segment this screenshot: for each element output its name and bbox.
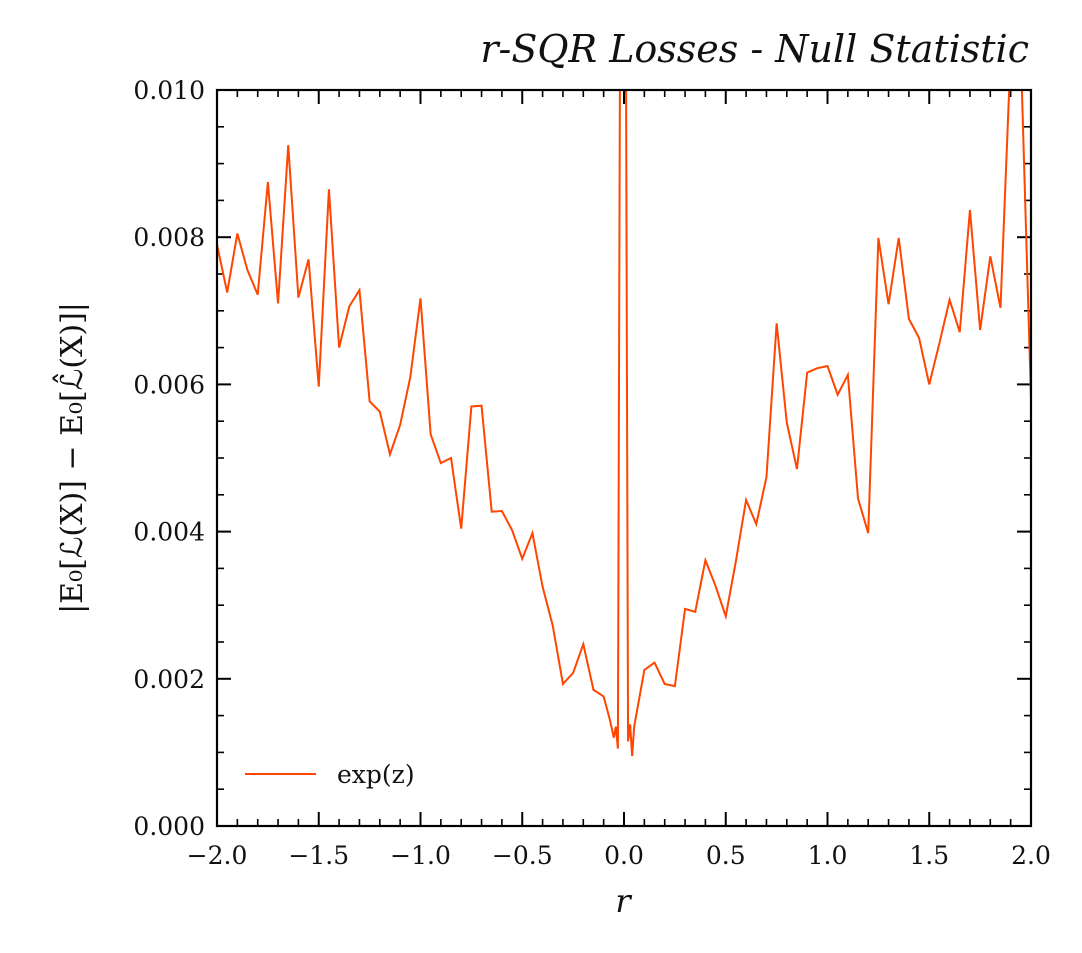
x-axis-ticks: −2.0 −1.5 −1.0 −0.5 0.0 0.5 1.0 1.5 2.0 (187, 90, 1051, 870)
x-tick-label: 1.0 (808, 841, 848, 870)
legend-label: exp(z) (337, 760, 415, 789)
x-tick-label: −1.5 (288, 841, 349, 870)
y-tick-label: 0.000 (133, 812, 205, 841)
y-tick-label: 0.010 (133, 76, 205, 105)
chart-title: r-SQR Losses - Null Statistic (480, 27, 1029, 71)
y-tick-label: 0.008 (133, 223, 205, 252)
series-line-exp-z (217, 90, 1031, 757)
x-tick-label: 0.5 (706, 841, 746, 870)
x-tick-label: 0.0 (604, 841, 644, 870)
x-tick-label: −0.5 (492, 841, 553, 870)
y-axis-label: |E₀[ℒ(X)] − E₀[ℒ̂(X)]| (53, 302, 90, 614)
y-axis-ticks: 0.000 0.002 0.004 0.006 0.008 0.010 (133, 76, 1031, 841)
x-tick-label: −1.0 (390, 841, 451, 870)
y-tick-label: 0.004 (133, 518, 205, 547)
y-tick-label: 0.002 (133, 665, 205, 694)
y-axis-label-text: |E₀[ℒ(X)] − E₀[ℒ̂(X)]| (53, 302, 90, 614)
x-tick-label: −2.0 (187, 841, 248, 870)
y-tick-label: 0.006 (133, 370, 205, 399)
x-axis-label: r (615, 882, 632, 920)
legend: exp(z) (245, 760, 415, 789)
plot-area (217, 90, 1031, 757)
x-tick-label: 1.5 (909, 841, 949, 870)
axes-frame (215, 88, 1033, 828)
x-tick-label: 2.0 (1011, 841, 1051, 870)
